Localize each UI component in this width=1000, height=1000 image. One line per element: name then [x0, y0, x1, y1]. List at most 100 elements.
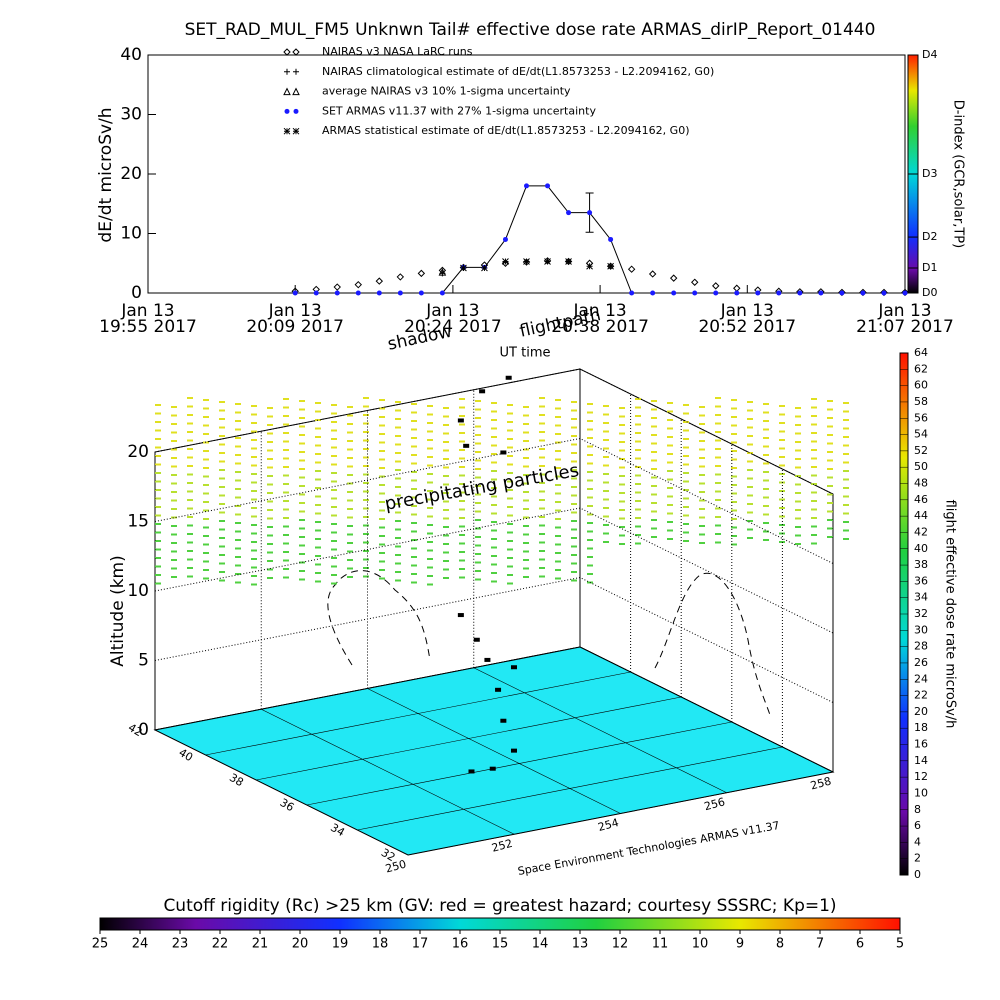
data-point [648, 270, 657, 278]
legend-label: SET ARMAS v11.37 with 27% 1-sigma uncert… [322, 104, 596, 117]
colorbar-tick-label: 18 [372, 937, 389, 952]
data-point [733, 284, 741, 292]
data-point [502, 258, 509, 265]
colorbar-tick-label: 7 [816, 937, 824, 952]
colorbar-tick-label: 44 [914, 509, 928, 522]
data-point [755, 290, 761, 296]
series-line [295, 185, 905, 294]
floor-grid-line [261, 708, 515, 835]
grid-line [154, 437, 834, 564]
colorbar-tick-label: 2 [914, 852, 921, 865]
y2-tick-label: D3 [922, 167, 937, 180]
data-point [586, 262, 593, 270]
colorbar-tick-label: 24 [132, 937, 149, 952]
legend-marker [283, 127, 291, 135]
colorbar-tick-label: 32 [914, 607, 928, 620]
data-point [712, 282, 720, 290]
data-point [502, 236, 508, 242]
x-tick-label: 250 [384, 858, 408, 876]
grid-line [154, 507, 834, 634]
data-point [397, 290, 403, 296]
floor-grid-line [306, 721, 732, 806]
data-point [629, 290, 635, 296]
colorbar-tick-label: 12 [612, 937, 629, 952]
data-point [376, 290, 382, 296]
data-point [417, 269, 426, 278]
y-tick-label: 42 [126, 721, 145, 739]
data-point [734, 290, 740, 296]
colorbar-tick-label: 16 [914, 738, 928, 751]
x-tick-label: Jan 13 [720, 301, 774, 321]
colorbar-title: Cutoff rigidity (Rc) >25 km (GV: red = g… [163, 896, 836, 916]
colorbar-tick-label: 11 [652, 937, 669, 952]
floor-grid-line [579, 646, 834, 773]
colorbar-tick-label: 15 [492, 937, 509, 952]
data-point [692, 290, 698, 296]
colorbar-tick-label: 38 [914, 558, 928, 571]
y-tick-label: 32 [379, 846, 398, 864]
colorbar-tick-label: 10 [914, 786, 928, 799]
colorbar-tick-label: 48 [914, 477, 928, 490]
colorbar-tick-label: 4 [914, 835, 921, 848]
x-axis-label: UT time [500, 346, 551, 361]
y-tick-label: 10 [120, 224, 142, 244]
colorbar-tick-label: 25 [92, 937, 109, 952]
colorbar-tick-label: 52 [914, 444, 928, 457]
data-point [566, 210, 572, 216]
data-point [544, 258, 551, 265]
x-tick-label: 20:09 2017 [246, 317, 344, 337]
data-point [438, 268, 447, 276]
data-point [565, 258, 572, 265]
colorbar-tick-label: 64 [914, 346, 928, 359]
colorbar-tick-label: 20 [292, 937, 309, 952]
data-point [501, 259, 510, 267]
colorbar-tick-label: 24 [914, 672, 928, 685]
colorbar-tick-label: 46 [914, 493, 928, 506]
floor-grid-line [367, 688, 621, 814]
data-point [713, 290, 719, 296]
data-point [439, 290, 445, 296]
flight-point [500, 718, 507, 723]
colorbar-tick-label: 40 [914, 542, 928, 555]
z-tick-label: 20 [127, 442, 149, 462]
legend-label: NAIRAS climatological estimate of dE/dt(… [322, 65, 714, 78]
legend-marker [292, 48, 300, 56]
colorbar-tick-label: 36 [914, 574, 928, 587]
z-axis-label: Altitude (km) [108, 555, 128, 667]
y2-tick-label: D2 [922, 230, 937, 243]
x-tick-label: 20:24 2017 [404, 317, 502, 337]
floor-grid-line [154, 646, 581, 731]
x-tick-label: 21:07 2017 [856, 317, 954, 337]
chart-title: SET_RAD_MUL_FM5 Unknwn Tail# effective d… [185, 20, 876, 40]
x-tick-label: Jan 13 [425, 301, 479, 321]
legend-marker [292, 87, 300, 96]
colorbar-tick-label: 17 [412, 937, 429, 952]
legend-marker [293, 108, 299, 114]
x-tick-label: Jan 13 [572, 301, 626, 321]
colorbar-tick-label: 18 [914, 721, 928, 734]
data-point [545, 183, 551, 189]
colorbar-tick-label: 54 [914, 428, 928, 441]
legend-marker [292, 127, 300, 135]
flight-point [489, 766, 496, 771]
colorbar-tick-label: 26 [914, 656, 928, 669]
data-point [797, 290, 803, 296]
data-point [418, 290, 424, 296]
colorbar-tick-label: 5 [896, 937, 904, 952]
data-point [607, 262, 614, 270]
y-tick-label: 40 [120, 45, 142, 65]
y-axis-label: dE/dt microSv/h [96, 107, 116, 242]
data-point [333, 283, 341, 291]
colorbar-tick-label: 12 [914, 770, 928, 783]
data-point [627, 265, 636, 273]
floor-grid-line [256, 696, 682, 781]
x-tick-label: 20:52 2017 [698, 317, 796, 337]
colorbar-tick-label: 34 [914, 591, 928, 604]
data-point [608, 236, 614, 242]
x-tick-label: 256 [703, 795, 727, 813]
colorbar-tick-label: 60 [914, 379, 928, 392]
data-point [355, 290, 361, 296]
flight-point [495, 687, 502, 692]
flight-point [500, 450, 507, 455]
y2-axis-label: D-index (GCR,solar,TP) [951, 100, 966, 248]
